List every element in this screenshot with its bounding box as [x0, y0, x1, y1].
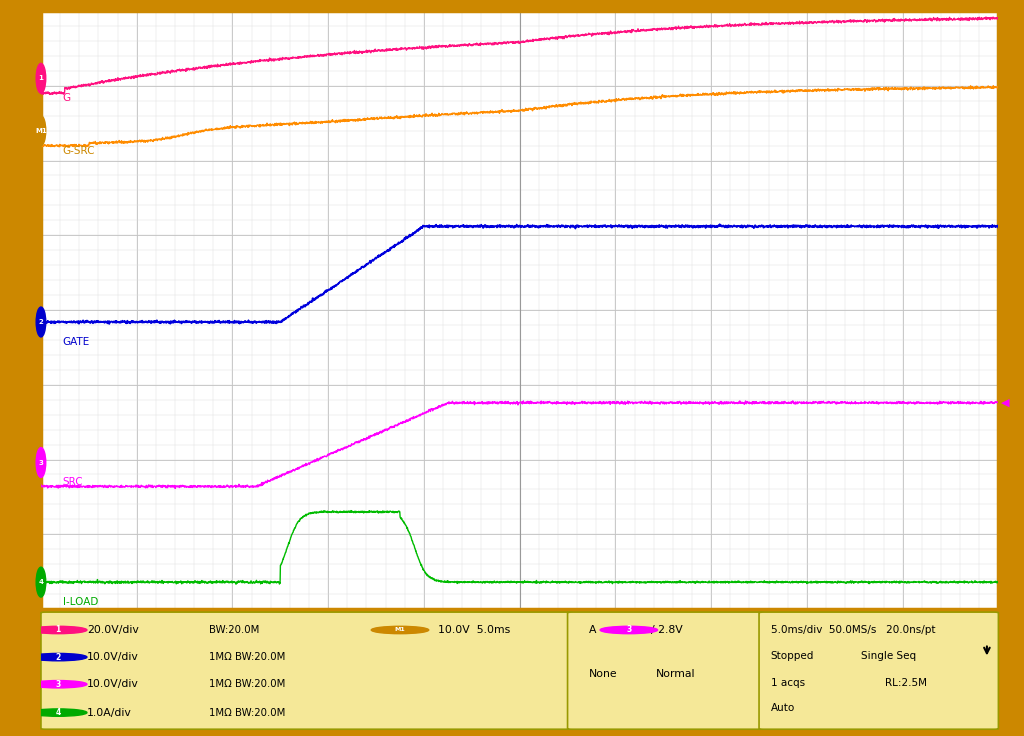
Text: RL:2.5M: RL:2.5M	[886, 678, 928, 688]
Circle shape	[30, 654, 87, 661]
Text: A: A	[589, 625, 596, 635]
Circle shape	[30, 681, 87, 688]
Text: Stopped: Stopped	[770, 651, 814, 661]
Text: GATE: GATE	[62, 337, 90, 347]
Circle shape	[372, 626, 429, 634]
Text: None: None	[589, 669, 617, 679]
Circle shape	[30, 626, 87, 634]
FancyBboxPatch shape	[41, 612, 572, 729]
Text: 2: 2	[39, 319, 43, 325]
Text: BW:20.0M: BW:20.0M	[209, 625, 259, 635]
Text: 4: 4	[39, 579, 43, 585]
Text: 10.0V  5.0ms: 10.0V 5.0ms	[438, 625, 511, 635]
Text: 1.0A/div: 1.0A/div	[87, 707, 132, 718]
Circle shape	[36, 307, 46, 337]
Circle shape	[600, 626, 657, 634]
Circle shape	[36, 447, 46, 478]
Text: Normal: Normal	[655, 669, 695, 679]
Text: 1MΩ BW:20.0M: 1MΩ BW:20.0M	[209, 679, 285, 689]
Text: / 2.8V: / 2.8V	[651, 625, 683, 635]
Text: 4: 4	[55, 708, 60, 717]
Text: ◀: ◀	[1000, 397, 1010, 408]
Text: Single Seq: Single Seq	[861, 651, 916, 661]
Text: Auto: Auto	[770, 703, 795, 712]
Circle shape	[36, 567, 46, 597]
Text: 2: 2	[55, 653, 60, 662]
Text: M1: M1	[394, 628, 406, 632]
Text: G-SRC: G-SRC	[62, 146, 95, 155]
Text: I-LOAD: I-LOAD	[62, 597, 98, 607]
Text: 1MΩ BW:20.0M: 1MΩ BW:20.0M	[209, 707, 285, 718]
Text: 1: 1	[55, 626, 60, 634]
Text: 3: 3	[627, 626, 632, 634]
FancyBboxPatch shape	[567, 612, 764, 729]
Text: 1MΩ BW:20.0M: 1MΩ BW:20.0M	[209, 652, 285, 662]
Text: M1: M1	[35, 127, 47, 134]
Circle shape	[30, 709, 87, 716]
Text: 10.0V/div: 10.0V/div	[87, 652, 138, 662]
Text: SRC: SRC	[62, 478, 83, 487]
FancyBboxPatch shape	[759, 612, 998, 729]
Text: 20.0V/div: 20.0V/div	[87, 625, 138, 635]
Text: 3: 3	[55, 680, 60, 689]
Text: 5.0ms/div  50.0MS/s   20.0ns/pt: 5.0ms/div 50.0MS/s 20.0ns/pt	[770, 625, 935, 635]
Text: G: G	[62, 93, 71, 103]
Circle shape	[36, 116, 46, 146]
Text: 3: 3	[39, 459, 43, 465]
Text: 10.0V/div: 10.0V/div	[87, 679, 138, 689]
Circle shape	[36, 63, 46, 93]
Text: 1 acqs: 1 acqs	[770, 678, 805, 688]
Text: 1: 1	[39, 75, 43, 81]
